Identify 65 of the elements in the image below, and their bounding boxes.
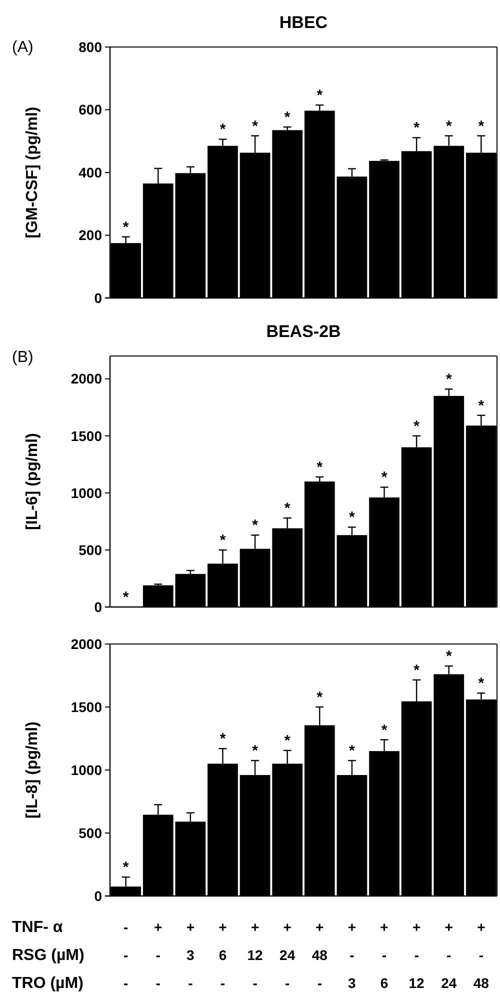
y-tick-label: 800 [78,38,102,55]
y-tick-label: 2000 [70,370,102,387]
data-label: * [381,722,388,739]
x-tick-label: + - 24 [441,919,457,991]
data-label: * [122,859,129,876]
data-label: * [220,532,226,549]
data-label: * [316,87,323,104]
data-label: * [220,730,226,748]
data-label: * [414,120,420,137]
x-tick-label: + 48 - [312,919,328,991]
y-tick-label: 1000 [70,484,102,501]
chart-title: BEAS-2B [266,322,341,341]
x-tick-label: + - 48 [473,919,490,991]
data-label: * [284,732,290,750]
data-label: * [349,742,356,760]
data-label: * [284,109,290,126]
data-label: * [252,118,258,135]
data-label: * [316,689,323,706]
y-tick-label: 600 [78,102,102,118]
x-tick-label: + 12 - [247,919,264,991]
y-tick-label: 500 [78,824,102,841]
text: TRO (µM) [12,975,84,992]
chart-title: HBEC [279,13,328,32]
data-label: * [478,397,484,414]
y-tick-label: 1000 [70,762,102,778]
data-label: * [316,458,323,476]
x-tick-label: + - 6 [380,919,388,991]
text: RSG (µM) [12,947,84,964]
data-label: * [349,509,356,526]
x-tick-label: + - - [154,919,162,991]
text: TNF- α [12,919,63,936]
x-tick-label: + 24 - [280,919,296,991]
x-tick-label: - - - [123,919,128,991]
x-tick-label: + - 3 [348,919,356,991]
data-label: * [252,742,258,760]
y-axis-title: [GM-CSF] (pg/ml) [24,106,41,238]
x-tick-label: + 6 - [218,919,227,991]
x-tick-label: + 3 - [186,919,195,991]
data-label: * [446,118,452,135]
y-tick-label: 1500 [70,428,102,444]
y-tick-label: 200 [78,227,102,244]
y-tick-label: 0 [94,290,102,306]
y-tick-label: 500 [78,542,102,558]
y-tick-label: 0 [94,598,102,615]
data-label: * [122,218,129,236]
data-label: * [414,418,420,435]
x-tick-label: + - 12 [408,919,425,991]
data-label: * [122,589,129,606]
data-label: * [446,648,452,666]
data-label: * [478,675,484,692]
data-label: * [446,371,452,388]
data-label: * [381,469,388,486]
data-label: * [478,118,484,135]
data-label: * [252,517,258,534]
y-tick-label: 0 [94,888,102,904]
text: (A) [12,39,34,56]
y-axis-title: [IL-8] (pg/ml) [24,722,41,818]
y-tick-label: 2000 [70,636,102,652]
y-tick-label: 400 [78,164,102,180]
y-tick-label: 1500 [70,698,102,715]
data-label: * [284,500,290,518]
data-label: * [414,662,420,679]
data-label: * [220,121,226,138]
text: (B) [12,349,34,366]
y-axis-title: [IL-6] (pg/ml) [24,433,41,530]
